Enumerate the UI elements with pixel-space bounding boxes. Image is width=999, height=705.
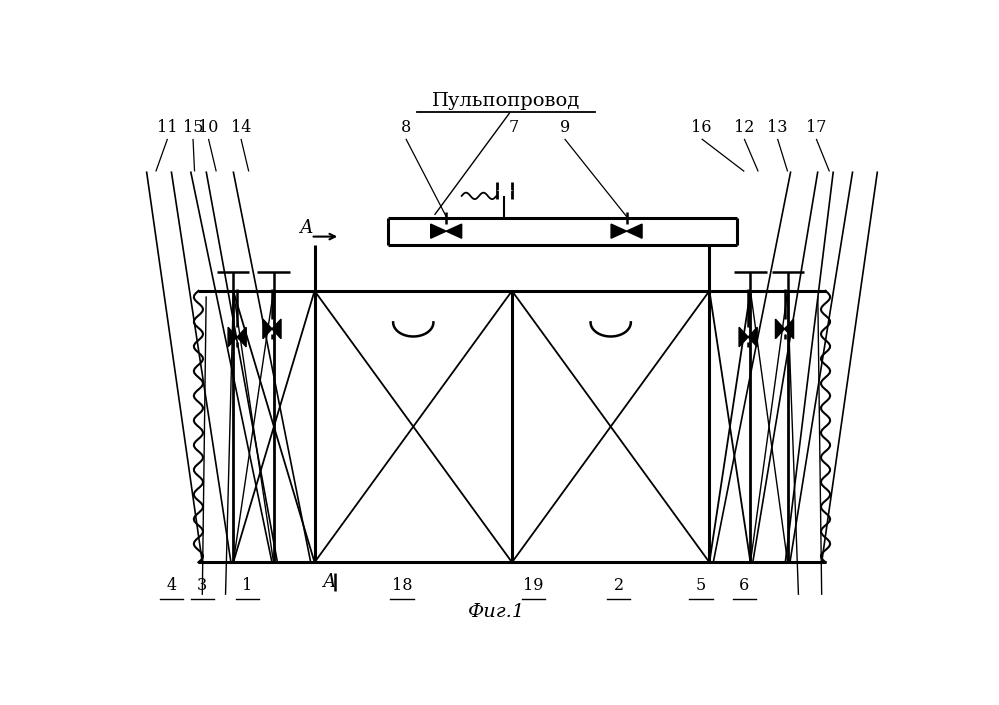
Text: 5: 5	[695, 577, 706, 594]
Text: 7: 7	[508, 119, 518, 136]
Text: 9: 9	[559, 119, 569, 136]
Text: 15: 15	[183, 119, 203, 136]
Text: 1: 1	[242, 577, 253, 594]
Text: 14: 14	[231, 119, 251, 136]
Text: 17: 17	[806, 119, 826, 136]
Text: Фиг.1: Фиг.1	[468, 603, 525, 620]
Polygon shape	[228, 327, 237, 347]
Text: А: А	[299, 219, 313, 238]
Polygon shape	[431, 224, 447, 238]
Text: 11: 11	[157, 119, 178, 136]
Text: 16: 16	[691, 119, 712, 136]
Text: Пульпопровод: Пульпопровод	[432, 92, 579, 110]
Text: 6: 6	[739, 577, 749, 594]
Polygon shape	[748, 327, 757, 347]
Polygon shape	[775, 319, 784, 338]
Polygon shape	[626, 224, 642, 238]
Text: А: А	[323, 572, 336, 591]
Text: 3: 3	[197, 577, 208, 594]
Polygon shape	[611, 224, 626, 238]
Text: 12: 12	[734, 119, 754, 136]
Text: 13: 13	[767, 119, 788, 136]
Text: 10: 10	[199, 119, 219, 136]
Polygon shape	[739, 327, 748, 347]
Polygon shape	[272, 319, 281, 338]
Text: 2: 2	[613, 577, 624, 594]
Text: 8: 8	[401, 119, 411, 136]
Text: 4: 4	[166, 577, 177, 594]
Text: 19: 19	[523, 577, 543, 594]
Polygon shape	[447, 224, 462, 238]
Text: 18: 18	[392, 577, 413, 594]
Polygon shape	[784, 319, 793, 338]
Polygon shape	[237, 327, 246, 347]
Polygon shape	[263, 319, 272, 338]
